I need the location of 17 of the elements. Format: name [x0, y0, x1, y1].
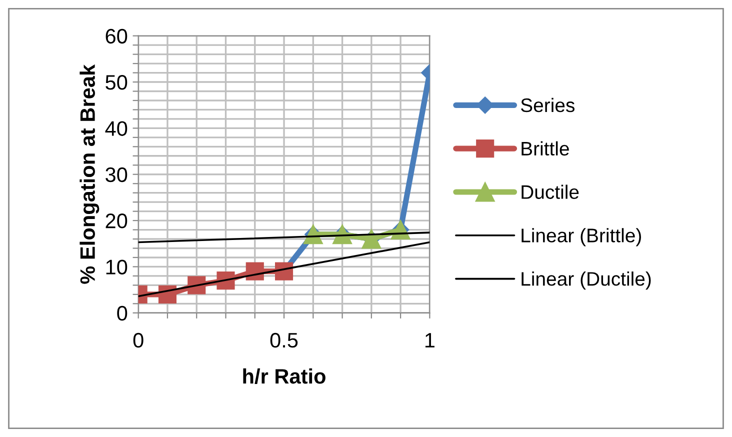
legend-label: Linear (Brittle)	[522, 228, 641, 246]
legend-label: Series	[520, 98, 575, 112]
legend-label: Brittle	[522, 141, 569, 156]
x-axis-title: h/r Ratio	[243, 368, 326, 384]
y-tick-label: 40	[105, 121, 128, 136]
y-axis-title: % Elongation at Break	[80, 64, 100, 284]
x-tick-label: 0.5	[270, 332, 298, 348]
y-tick-label: 10	[106, 260, 128, 274]
y-tick-label: 20	[106, 214, 128, 228]
x-tick-label: 0	[133, 332, 144, 348]
y-tick-label: 60	[106, 28, 128, 44]
y-tick-label: 50	[106, 75, 128, 90]
legend-label: Linear (Ductile)	[522, 272, 651, 290]
y-tick-label: 30	[106, 167, 128, 182]
x-tick-label: 1	[425, 333, 434, 348]
legend-label: Ductile	[522, 184, 579, 199]
y-tick-label: 0	[117, 306, 128, 321]
